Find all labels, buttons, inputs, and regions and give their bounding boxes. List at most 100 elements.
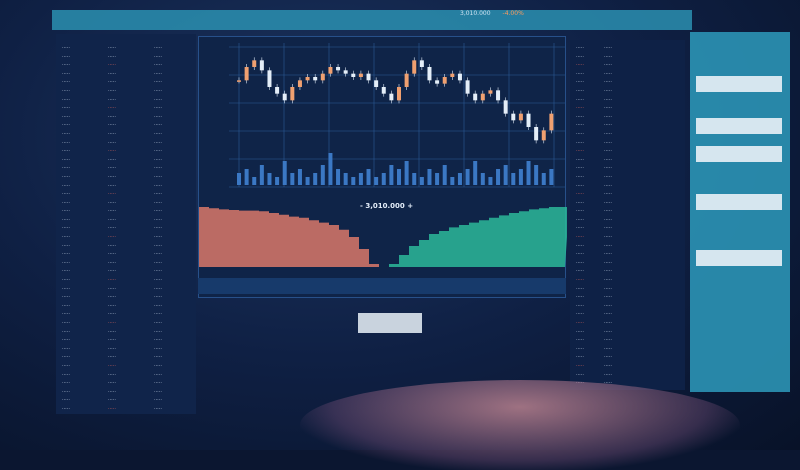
candle [389, 93, 394, 101]
volume-bar [503, 165, 508, 185]
volume-bar [320, 165, 325, 185]
volume-bar [252, 177, 257, 185]
candle [511, 113, 516, 121]
candle [275, 87, 280, 94]
volume-bar [328, 153, 333, 185]
orders-tab-bar[interactable] [198, 278, 566, 294]
price-column: ····· ····· ····· ····· ····· ····· ····… [62, 45, 70, 412]
place-order-button[interactable] [358, 313, 422, 333]
amount-column: ····· ····· ····· ····· ····· ····· ····… [108, 45, 116, 412]
trade-history-panel: ····· ····· ····· ····· ····· ····· ····… [56, 34, 196, 414]
candle [473, 93, 478, 101]
candle [336, 67, 341, 71]
volume-bar [290, 173, 295, 185]
candle [358, 73, 363, 77]
candle [290, 87, 295, 101]
candle [419, 60, 424, 67]
stop-input[interactable] [696, 194, 782, 210]
last-price: 3,010.000 [460, 10, 491, 17]
candle [320, 73, 325, 81]
volume-bar [404, 161, 409, 185]
volume-bar [275, 177, 280, 185]
volume-bar [305, 177, 310, 185]
candle [503, 100, 508, 114]
candle [518, 113, 523, 121]
candle [374, 80, 379, 87]
candle [457, 73, 462, 81]
candle [351, 73, 356, 77]
book-price-column: ····· ····· ····· ····· ····· ····· ····… [576, 45, 584, 386]
volume-bar [534, 165, 539, 185]
volume-bar [412, 173, 417, 185]
candle [366, 73, 371, 81]
candle [244, 67, 249, 81]
candle [404, 73, 409, 87]
volume-bar [374, 177, 379, 185]
candle [267, 70, 272, 87]
volume-bar [496, 169, 501, 185]
order-book: ····· ····· ····· ····· ····· ····· ····… [570, 40, 685, 390]
volume-bar [465, 169, 470, 185]
volume-bar [488, 177, 493, 185]
candle [480, 93, 485, 101]
volume-bar [267, 173, 272, 185]
volume-bar [237, 173, 241, 185]
book-size-column: ····· ····· ····· ····· ····· ····· ····… [604, 45, 612, 386]
volume-bar [313, 173, 318, 185]
candle [397, 87, 401, 101]
volume-bar [282, 161, 287, 185]
volume-bar [427, 169, 432, 185]
volume-bar [549, 169, 554, 185]
candle [541, 130, 546, 141]
candle [328, 67, 333, 74]
volume-bar [473, 161, 478, 185]
candle [488, 90, 493, 94]
volume-bar [259, 165, 264, 185]
volume-bar [351, 177, 356, 185]
chart-svg [199, 43, 567, 267]
volume-bar [297, 169, 302, 185]
candle [427, 67, 432, 81]
ask-depth-area [389, 207, 567, 267]
candle [252, 60, 257, 67]
price-chart[interactable] [198, 36, 567, 298]
volume-bar [442, 165, 447, 185]
volume-bar [336, 169, 341, 185]
candle [297, 80, 302, 87]
candle [496, 90, 501, 101]
volume-bar [389, 165, 394, 185]
volume-bar [244, 169, 249, 185]
candle [435, 80, 440, 84]
volume-bar [511, 173, 516, 185]
total-input[interactable] [696, 146, 782, 162]
candle [549, 113, 554, 131]
candle [442, 77, 447, 84]
order-form-panel [690, 32, 790, 392]
candle [305, 77, 310, 81]
header-bar [52, 10, 692, 30]
volume-bar [419, 177, 424, 185]
price-input[interactable] [696, 76, 782, 92]
volume-bar [366, 169, 371, 185]
volume-bar [343, 173, 348, 185]
bid-depth-area [199, 207, 379, 267]
volume-bar [518, 169, 523, 185]
candle [237, 80, 241, 82]
candle [534, 127, 539, 141]
candle [313, 77, 318, 81]
candle [412, 60, 417, 74]
candle [282, 93, 287, 101]
volume-bar [397, 169, 401, 185]
candle [343, 70, 348, 74]
volume-bar [435, 173, 440, 185]
volume-bar [381, 173, 386, 185]
candle [465, 80, 470, 94]
candle [526, 113, 531, 127]
candle [381, 87, 386, 94]
price-change: -4.00% [502, 10, 524, 17]
volume-bar [457, 173, 462, 185]
limit-input[interactable] [696, 250, 782, 266]
volume-bar [358, 173, 363, 185]
volume-bar [450, 177, 455, 185]
amount-input[interactable] [696, 118, 782, 134]
